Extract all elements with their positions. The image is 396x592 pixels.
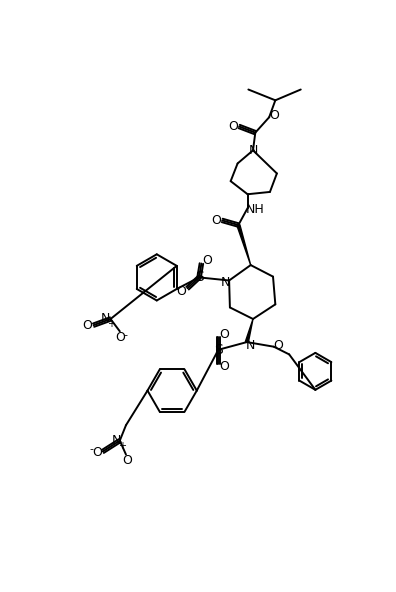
Text: -: - — [123, 330, 127, 340]
Text: S: S — [214, 343, 223, 357]
Text: N: N — [111, 434, 121, 447]
Text: O: O — [269, 109, 279, 122]
Text: O: O — [211, 214, 221, 227]
Text: O: O — [82, 318, 92, 332]
Text: O: O — [92, 446, 102, 459]
Text: N: N — [249, 144, 259, 157]
Text: +: + — [107, 319, 114, 329]
Text: N: N — [101, 313, 110, 326]
Text: O: O — [115, 331, 125, 344]
Text: O: O — [219, 360, 229, 373]
Text: O: O — [228, 120, 238, 133]
Text: O: O — [274, 339, 284, 352]
Text: O: O — [122, 454, 132, 467]
Polygon shape — [237, 224, 251, 265]
Text: N: N — [221, 275, 230, 288]
Text: N: N — [246, 339, 255, 352]
Text: O: O — [177, 285, 187, 298]
Text: -: - — [89, 444, 93, 454]
Text: O: O — [203, 254, 213, 267]
Text: O: O — [219, 328, 229, 341]
Text: NH: NH — [246, 203, 265, 216]
Text: +: + — [118, 441, 126, 451]
Text: S: S — [195, 271, 204, 284]
Polygon shape — [246, 319, 253, 343]
